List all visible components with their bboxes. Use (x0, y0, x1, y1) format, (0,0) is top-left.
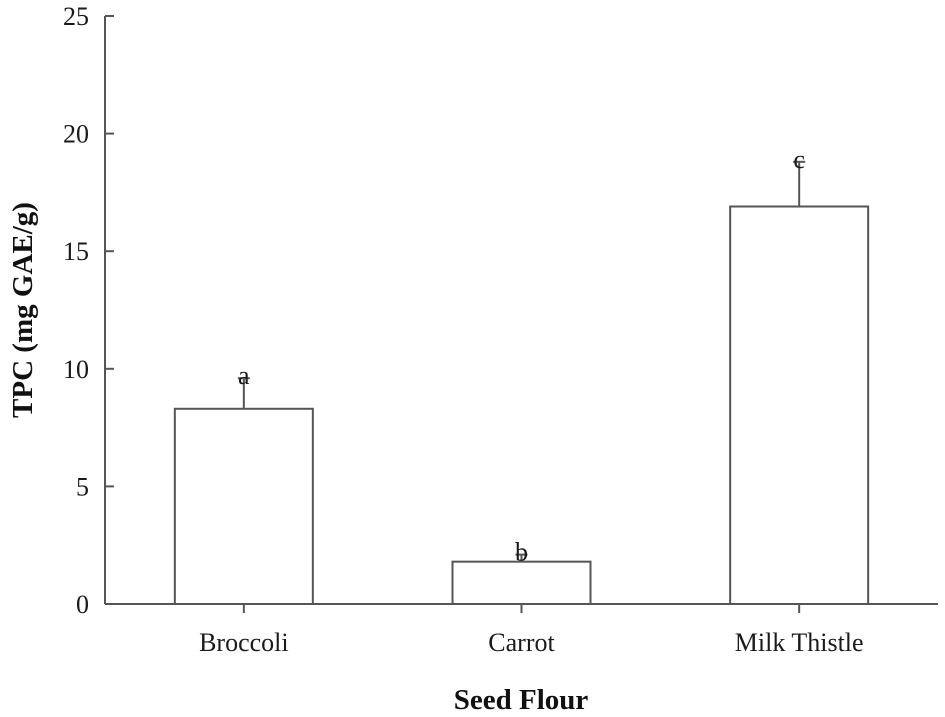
x-tick-label: Carrot (488, 628, 555, 657)
bar-carrot (451, 560, 592, 605)
y-axis-title: TPC (mg GAE/g) (7, 202, 39, 418)
y-axis: 0 5 10 15 20 25 (63, 2, 114, 619)
significance-label: a (238, 361, 250, 390)
x-axis-title: Seed Flour (454, 684, 589, 716)
bars: a b c (173, 145, 870, 605)
y-tick-label: 25 (63, 2, 89, 31)
y-tick-label: 15 (63, 237, 89, 266)
significance-label: c (793, 145, 805, 174)
x-tick-label: Broccoli (199, 628, 289, 657)
bar-milk-thistle (729, 205, 870, 605)
x-tick-label: Milk Thistle (735, 628, 864, 657)
y-tick-label: 0 (76, 590, 89, 619)
y-tick-label: 20 (63, 120, 89, 149)
x-axis: Broccoli Carrot Milk Thistle (105, 603, 938, 657)
significance-label: b (515, 538, 528, 567)
bar-broccoli (173, 407, 314, 605)
y-tick-label: 5 (76, 472, 89, 501)
y-tick-label: 10 (63, 355, 89, 384)
